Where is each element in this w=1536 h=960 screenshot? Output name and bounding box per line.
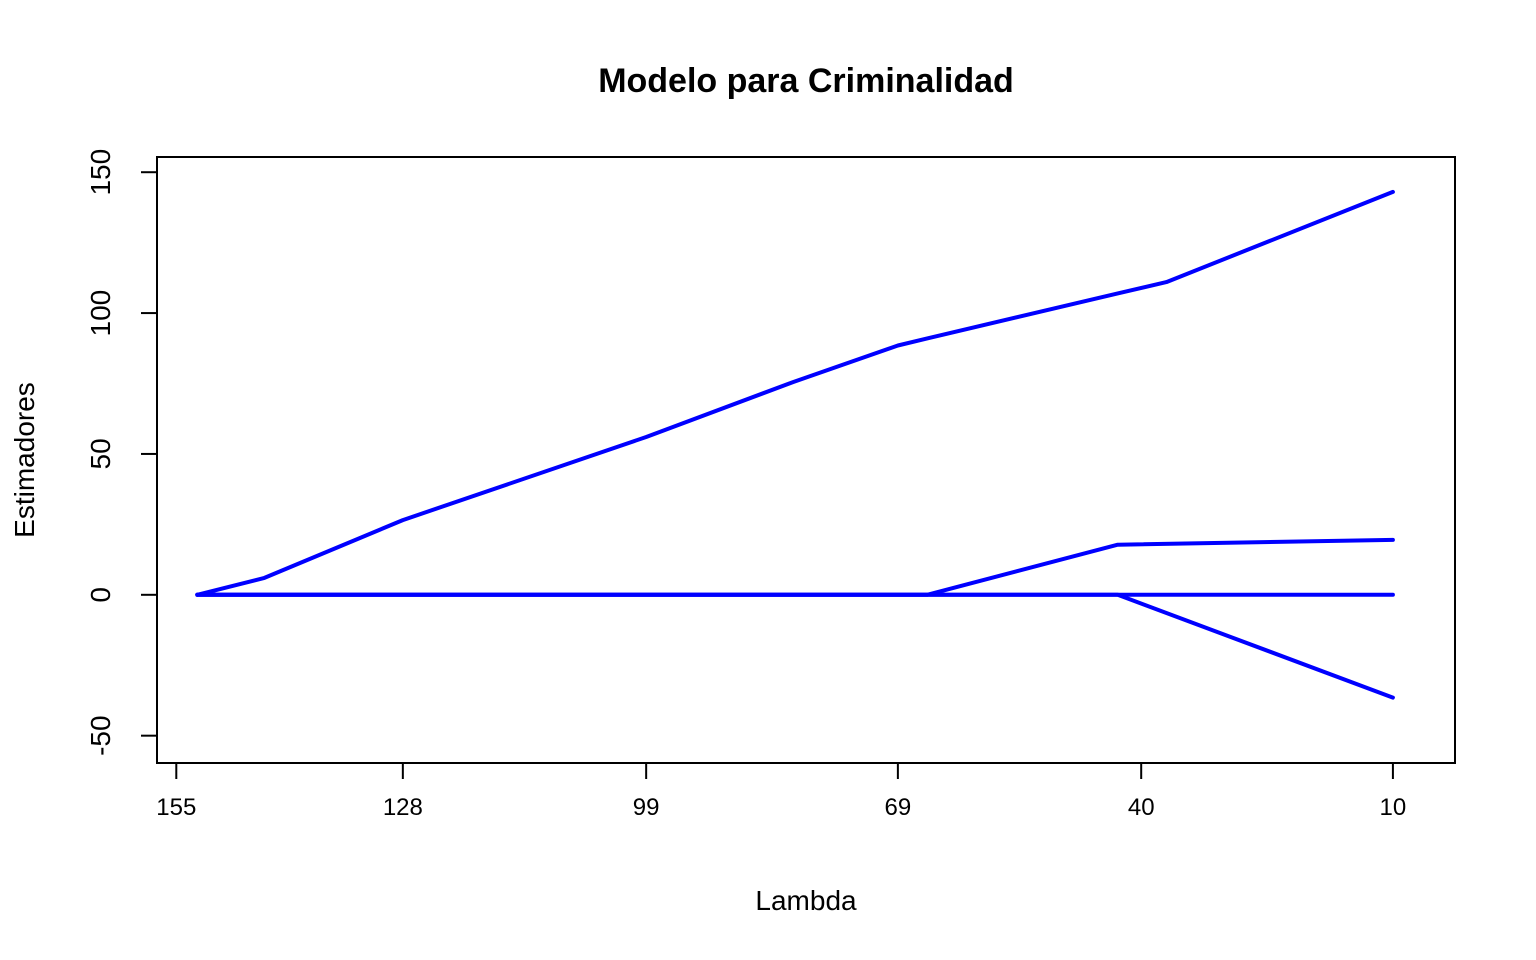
x-tick-label: 10	[1380, 794, 1407, 821]
x-tick-label: 99	[633, 794, 660, 821]
x-tick-label: 155	[156, 794, 196, 821]
series-line-1	[195, 189, 1395, 597]
y-axis-label: Estimadores	[9, 382, 40, 538]
x-tick-label: 40	[1128, 794, 1155, 821]
x-tick-label: 128	[383, 794, 423, 821]
y-tick-label: 150	[85, 149, 116, 196]
y-tick-label: -50	[85, 715, 116, 755]
y-tick-label: 50	[85, 438, 116, 469]
x-tick-label: 69	[885, 794, 912, 821]
x-axis: 155 128 99 69 40 10	[156, 762, 1407, 821]
series-layer	[195, 189, 1395, 700]
series-line-4	[195, 592, 1395, 700]
y-axis: -50 0 50 100 150	[85, 149, 158, 756]
y-tick-label: 0	[85, 587, 116, 603]
chart-title: Modelo para Criminalidad	[598, 62, 1014, 100]
series-line-2	[195, 537, 1395, 597]
plot-frame	[156, 156, 1456, 764]
x-axis-label: Lambda	[755, 885, 857, 916]
y-tick-label: 100	[85, 290, 116, 337]
